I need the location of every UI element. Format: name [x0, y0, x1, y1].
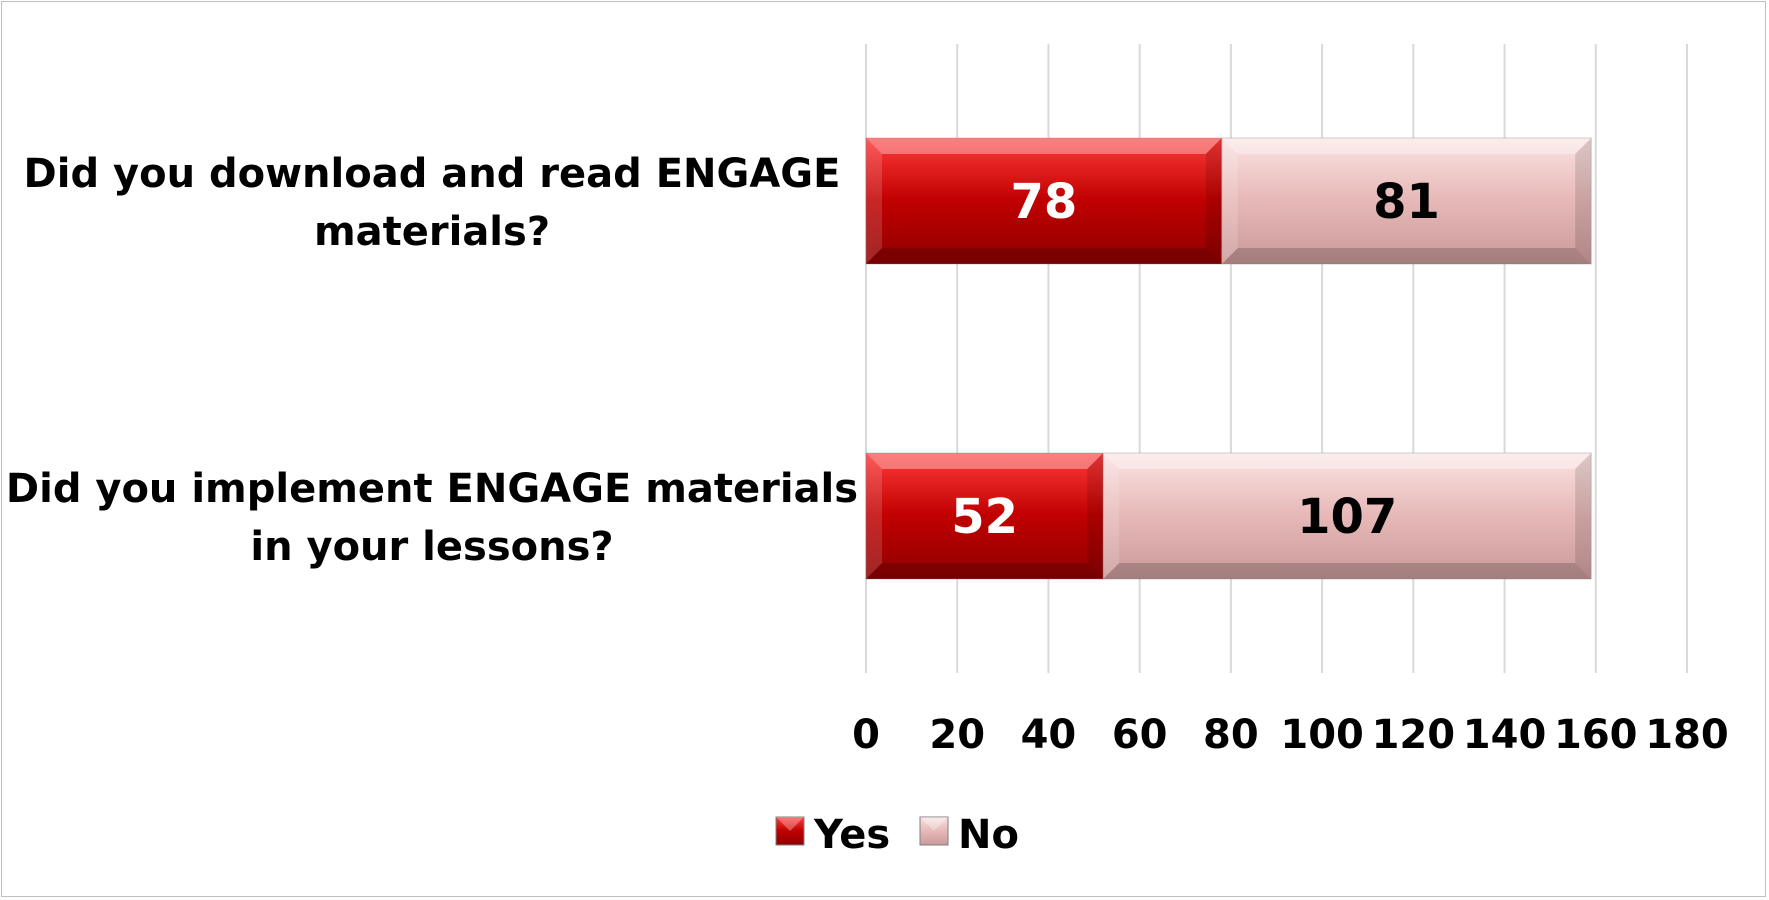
x-tick-label: 100: [1280, 712, 1364, 758]
data-label-no-2: 107: [1297, 489, 1397, 545]
category-labels: Did you download and read ENGAGE material…: [6, 151, 858, 570]
bar-yes-2: [865, 452, 1104, 580]
data-label-no-1: 81: [1373, 174, 1440, 230]
legend-label-no: No: [958, 812, 1019, 858]
bars: [865, 137, 1592, 580]
x-tick-label: 120: [1372, 712, 1456, 758]
legend-item-yes: Yes: [775, 812, 890, 858]
x-tick-label: 60: [1112, 712, 1168, 758]
x-tick-label: 80: [1203, 712, 1259, 758]
bar-labels: 78 81 52 107: [951, 174, 1440, 545]
x-tick-label: 0: [852, 712, 880, 758]
legend-swatch-no: [919, 816, 949, 846]
data-label-yes-1: 78: [1010, 174, 1077, 230]
x-tick-label: 40: [1021, 712, 1077, 758]
x-axis-tick-labels: 0 20 40 60 80 100 120 140 160 180: [852, 712, 1729, 758]
bar-yes-1: [865, 137, 1223, 265]
legend-swatch-yes: [775, 816, 805, 846]
legend-label-yes: Yes: [813, 812, 890, 858]
x-tick-label: 140: [1463, 712, 1547, 758]
legend-item-no: No: [919, 812, 1019, 858]
category-label-1: Did you download and read ENGAGE material…: [24, 151, 841, 255]
bar-no-1: [1221, 137, 1592, 265]
x-tick-label: 20: [929, 712, 985, 758]
x-tick-label: 180: [1645, 712, 1729, 758]
x-tick-label: 160: [1554, 712, 1638, 758]
bar-no-2: [1102, 452, 1592, 580]
data-label-yes-2: 52: [951, 489, 1018, 545]
category-label-2: Did you implement ENGAGE materials in you…: [6, 466, 858, 570]
legend: Yes No: [775, 812, 1019, 858]
